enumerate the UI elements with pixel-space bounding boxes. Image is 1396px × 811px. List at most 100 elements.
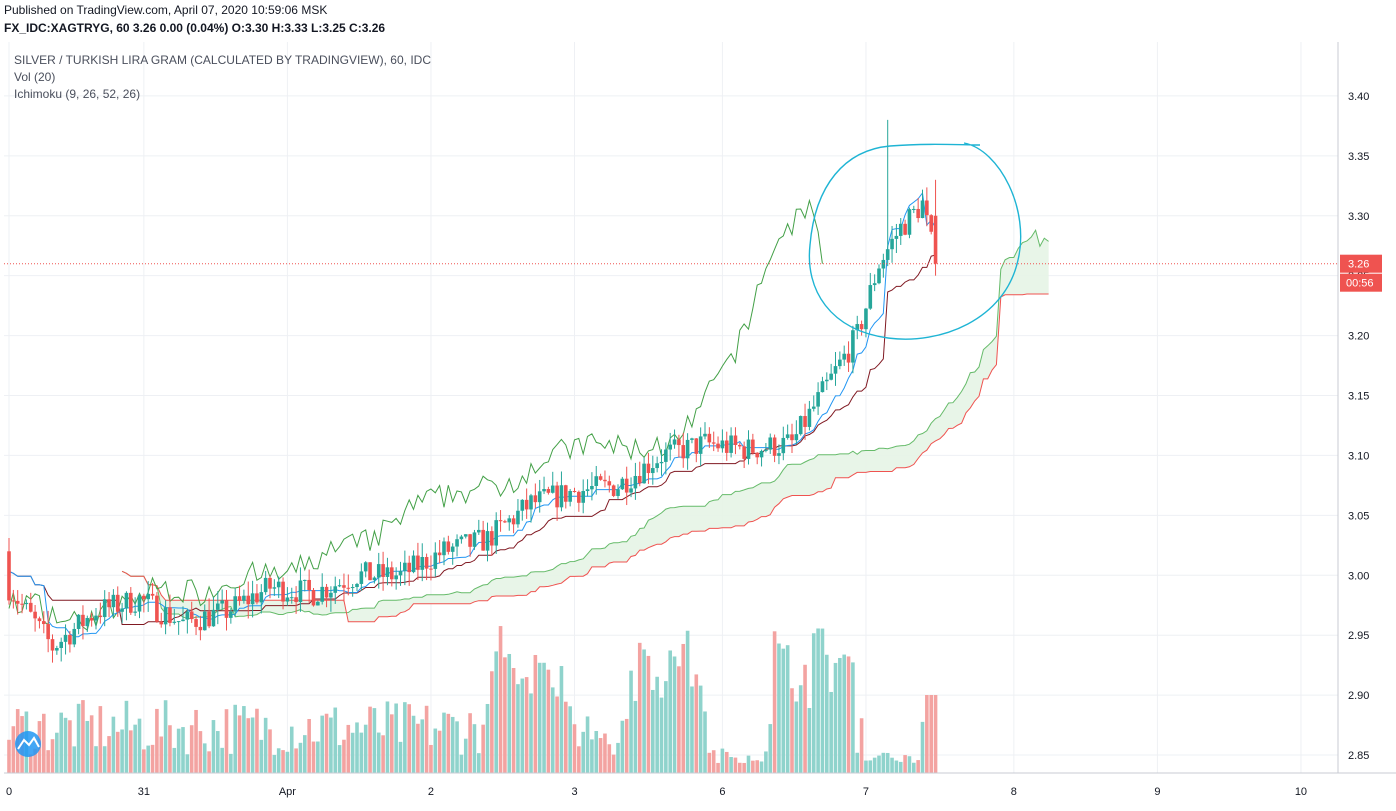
time-tick-label: 2 xyxy=(428,786,434,798)
volume-bar xyxy=(651,689,655,773)
candle-body xyxy=(559,485,564,508)
volume-bar xyxy=(72,746,77,773)
volume-bar xyxy=(142,749,146,773)
candle-body xyxy=(202,611,207,631)
candle-body xyxy=(50,639,55,651)
volume-bar xyxy=(668,650,672,773)
candle-body xyxy=(859,324,864,330)
candle-body xyxy=(885,249,890,260)
volume-bar xyxy=(929,695,933,773)
volume-bar xyxy=(468,713,472,773)
volume-bar xyxy=(507,653,512,773)
candle-body xyxy=(785,434,790,438)
candle-body xyxy=(868,285,873,309)
candle-body xyxy=(7,551,11,601)
candle-body xyxy=(581,491,585,503)
volume-bar xyxy=(864,760,868,773)
volume-bar xyxy=(437,730,442,773)
volume-legend[interactable]: Vol (20) xyxy=(14,70,56,84)
volume-bar xyxy=(698,685,703,773)
volume-bar xyxy=(881,752,886,773)
volume-bar xyxy=(768,724,773,773)
candle-body xyxy=(664,449,668,462)
volume-bar xyxy=(159,736,164,773)
volume-bar xyxy=(455,721,459,773)
candle-body xyxy=(511,518,516,525)
candle-body xyxy=(755,452,759,458)
ichimoku-legend[interactable]: Ichimoku (9, 26, 52, 26) xyxy=(14,87,141,101)
volume-bar xyxy=(842,654,846,773)
candle-body xyxy=(268,577,272,589)
candle-body xyxy=(155,595,159,622)
candle-body xyxy=(907,209,912,235)
candle-body xyxy=(742,446,746,459)
candle-body xyxy=(298,580,303,603)
candle-body xyxy=(912,208,916,210)
time-tick-label: Apr xyxy=(279,786,296,798)
volume-bar xyxy=(577,746,581,773)
candle-body xyxy=(820,381,825,393)
candle-body xyxy=(429,568,433,570)
volume-bar xyxy=(372,708,377,773)
price-tick-label: 3.30 xyxy=(1348,211,1369,223)
volume-bar xyxy=(185,754,190,773)
candle-body xyxy=(11,600,16,602)
candle-body xyxy=(707,433,712,443)
candle-body xyxy=(59,641,63,648)
volume-bar xyxy=(898,761,903,773)
volume-bar xyxy=(829,691,833,773)
volume-bar xyxy=(403,702,407,773)
candle-body xyxy=(842,353,846,360)
volume-bar xyxy=(659,697,664,773)
volume-bar xyxy=(285,751,290,773)
candle-body xyxy=(424,557,429,569)
candle-body xyxy=(629,488,633,493)
volume-bar xyxy=(720,748,725,773)
candle-body xyxy=(346,587,351,589)
volume-bar xyxy=(429,744,433,773)
candle-body xyxy=(520,499,525,511)
volume-bar xyxy=(289,726,294,773)
volume-bar xyxy=(529,693,533,773)
volume-bar xyxy=(490,671,494,773)
candle-body xyxy=(585,489,590,492)
time-tick-label: 9 xyxy=(1154,786,1160,798)
volume-bar xyxy=(350,732,355,773)
volume-bar xyxy=(115,731,120,773)
volume-bar xyxy=(872,757,877,773)
volume-bar xyxy=(777,643,781,773)
senkou-span-a-line xyxy=(121,228,1049,619)
volume-bar xyxy=(263,717,268,773)
candle-body xyxy=(111,594,116,608)
candle-body xyxy=(289,597,294,599)
candle-body xyxy=(620,478,625,490)
candle-body xyxy=(372,577,377,581)
volume-bar xyxy=(785,645,790,773)
volume-bar xyxy=(433,728,438,773)
candle-body xyxy=(28,602,33,612)
volume-bar xyxy=(833,662,838,773)
volume-bar xyxy=(903,755,907,773)
volume-bar xyxy=(524,677,529,773)
volume-bar xyxy=(568,706,572,773)
volume-bar xyxy=(216,731,220,773)
candle-body xyxy=(738,445,742,447)
candle-body xyxy=(285,597,290,602)
last-price-tag-text: 3.26 xyxy=(1348,259,1369,271)
candle-body xyxy=(825,379,829,382)
volume-bar xyxy=(811,633,816,773)
chart-axes: 3.403.353.303.253.203.153.103.053.002.95… xyxy=(4,42,1396,798)
volume-bar xyxy=(751,760,755,773)
volume-bar xyxy=(390,714,394,773)
volume-bar xyxy=(446,713,451,773)
candle-body xyxy=(403,562,407,571)
candle-body xyxy=(459,536,464,540)
volume-bar xyxy=(303,735,307,773)
volume-bar xyxy=(298,742,303,773)
candle-body xyxy=(607,481,612,486)
candle-body xyxy=(616,489,620,496)
candle-body xyxy=(137,595,142,612)
candle-body xyxy=(276,581,281,588)
volume-bar xyxy=(590,739,594,773)
